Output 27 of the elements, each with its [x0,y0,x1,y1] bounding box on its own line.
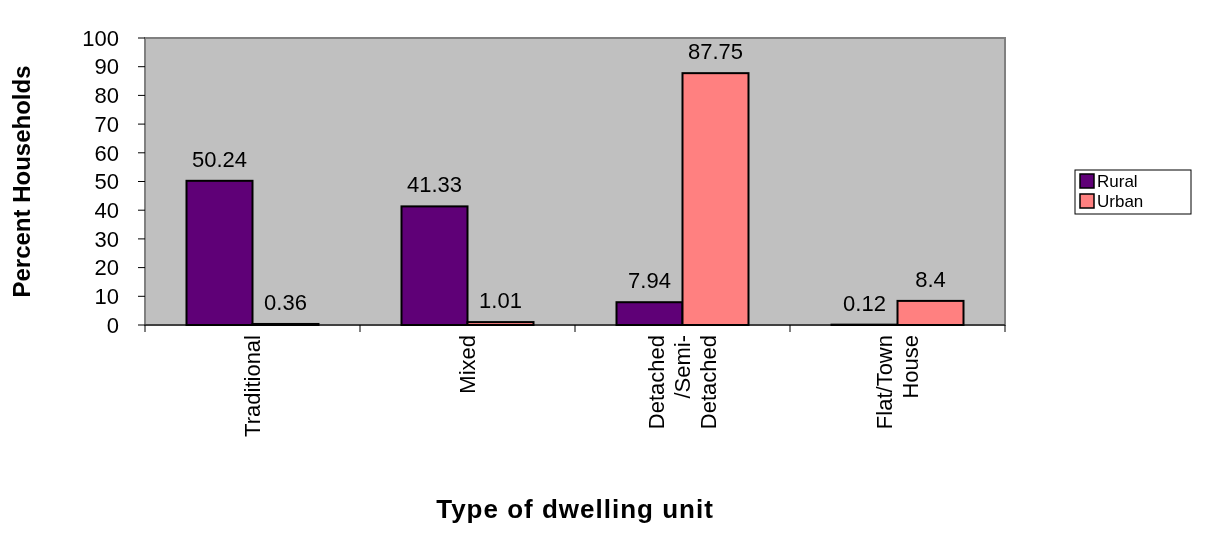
y-tick-label: 50 [94,169,119,195]
y-tick-label: 90 [94,54,119,80]
x-tick-label: Flat/Town House [872,335,924,430]
data-label: 41.33 [406,172,463,198]
x-axis-title: Type of dwelling unit [436,494,714,524]
x-tick-label: Traditional [240,335,266,437]
y-tick-label: 100 [82,25,119,51]
data-label: 0.12 [843,290,886,316]
y-tick-label: 80 [94,83,119,109]
data-label: 1.01 [479,288,522,314]
y-tick-label: 60 [94,140,119,166]
data-label: 50.24 [191,146,248,172]
legend-label: Rural [1097,171,1138,191]
x-tick-label: Mixed [455,335,481,394]
y-tick-label: 10 [94,284,119,309]
data-label: 87.75 [687,39,744,65]
y-axis-title: Percent Households [8,65,35,298]
data-label: 0.36 [264,289,307,315]
y-tick-label: 20 [94,255,119,281]
data-label: 7.94 [628,268,671,294]
y-tick-label: 0 [106,312,119,338]
x-tick-label: Detached /Semi-Detached [644,335,722,430]
y-tick-label: 70 [94,111,119,137]
y-tick-label: 30 [94,226,119,252]
data-label: 8.4 [915,266,946,292]
legend-label: Urban [1097,191,1144,211]
y-tick-label: 40 [94,197,119,223]
